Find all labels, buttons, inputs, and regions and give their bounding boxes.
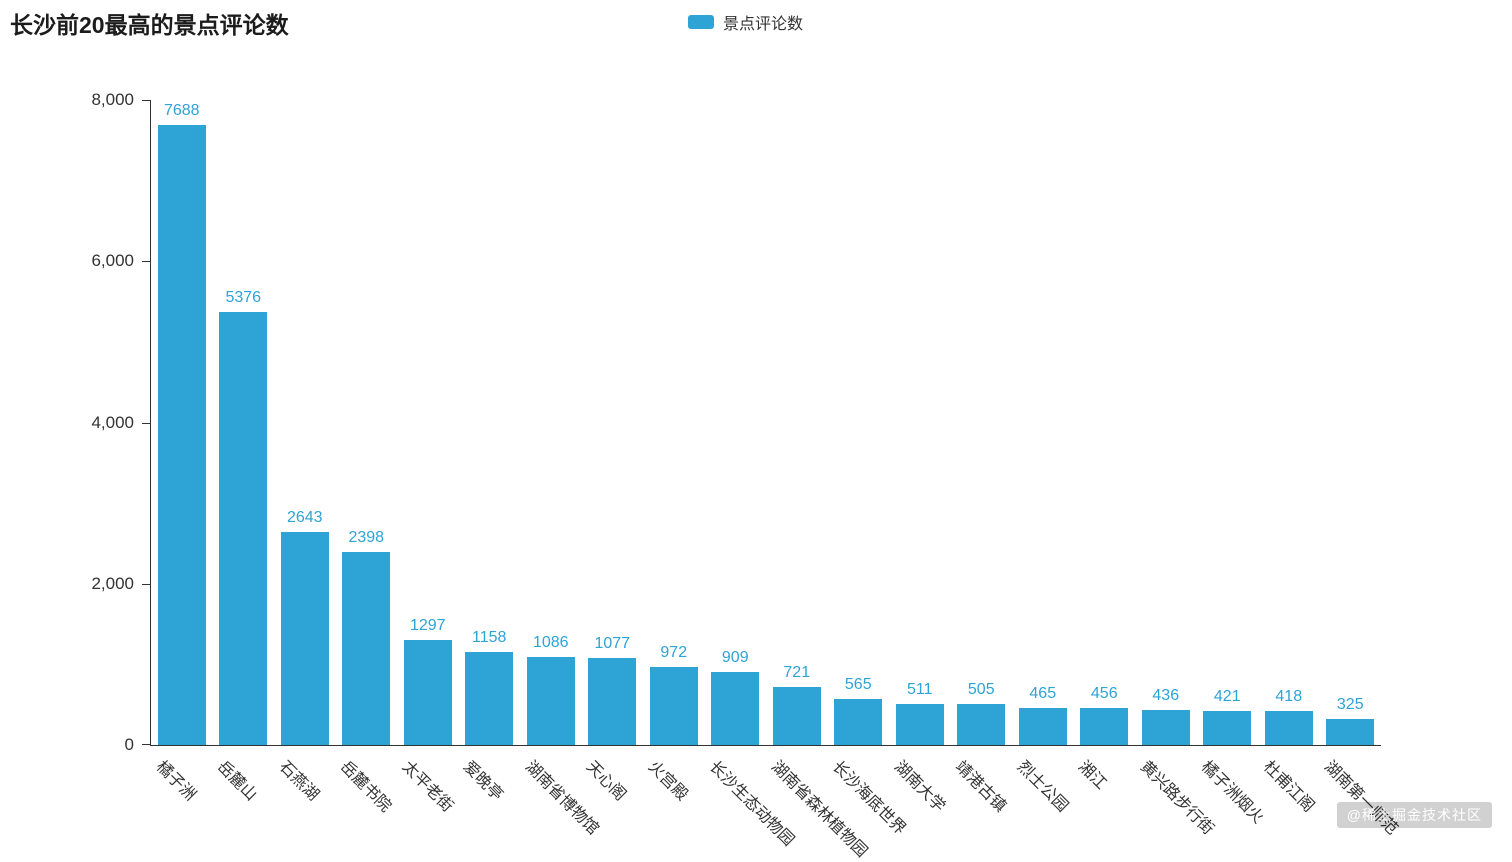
bar-slot: 721 (766, 100, 828, 745)
y-axis-tick (142, 422, 150, 424)
x-axis-label: 太平老街 (398, 758, 456, 816)
bar-slot: 465 (1012, 100, 1074, 745)
bar-slot: 511 (889, 100, 951, 745)
bar-value-label: 436 (1152, 686, 1180, 704)
bar-value-label: 7688 (163, 102, 200, 120)
x-axis-label: 火宫殿 (644, 758, 691, 805)
bar-value-label: 909 (721, 648, 749, 666)
bar[interactable] (957, 704, 1006, 745)
legend-label: 景点评论数 (723, 16, 804, 33)
bar-slot: 1297 (397, 100, 459, 745)
x-axis-label: 爱晚亭 (459, 758, 506, 805)
bar-slot: 2398 (336, 100, 398, 745)
x-axis-label: 岳麓山 (213, 758, 260, 805)
bar[interactable] (342, 551, 391, 745)
bar-slot: 505 (951, 100, 1013, 745)
bar-value-label: 511 (906, 680, 933, 698)
bar-value-label: 1086 (532, 634, 569, 652)
x-axis-label: 湖南大学 (890, 758, 948, 816)
bar[interactable] (895, 703, 944, 745)
x-axis-label: 橘子洲 (152, 758, 199, 805)
bar-slot: 909 (705, 100, 767, 745)
bar[interactable] (465, 651, 514, 745)
x-axis-label: 湘江 (1074, 758, 1110, 793)
x-axis-label: 杜甫江阁 (1259, 758, 1317, 816)
bar[interactable] (280, 531, 329, 745)
x-axis-labels: 橘子洲 岳麓山 石燕湖 岳麓书院 太平老街 爱晚亭 湖南省博物馆 天心阁 火宫殿 长沙生态动物园湖… (150, 746, 1400, 861)
y-axis-tick-label: 0 (124, 735, 134, 754)
y-axis: 0 2,000 4,000 6,000 8,000 (0, 90, 150, 754)
y-axis-tick-label: 2,000 (91, 573, 134, 593)
bar-slot: 436 (1135, 100, 1197, 745)
bar-value-label: 1158 (472, 628, 507, 646)
bar[interactable] (526, 657, 575, 745)
bar[interactable] (1326, 718, 1375, 745)
y-axis-tick-label: 8,000 (91, 90, 134, 109)
bar[interactable] (403, 640, 452, 745)
plot-area: 7688 5376 2643 2398 1297 1158 1086 1077 972 909 72… (150, 100, 1381, 746)
bar-value-label: 418 (1275, 688, 1303, 706)
bar-slot: 1158 (459, 100, 521, 745)
y-axis-tick (142, 583, 150, 585)
bar[interactable] (1018, 707, 1067, 745)
bar-slot: 325 (1320, 100, 1382, 745)
y-axis-tick-label: 4,000 (91, 412, 134, 432)
bar[interactable] (1203, 711, 1252, 745)
bar-value-label: 2643 (286, 508, 323, 526)
bar[interactable] (1141, 709, 1190, 745)
bar-slot: 421 (1197, 100, 1259, 745)
bar-slot: 972 (643, 100, 705, 745)
bar[interactable] (588, 658, 637, 745)
y-axis-tick (142, 100, 150, 101)
x-axis-label: 靖港古镇 (951, 758, 1010, 816)
bar-value-label: 1297 (409, 617, 446, 635)
x-axis-label: 石燕湖 (275, 758, 322, 805)
bar-value-label: 421 (1213, 688, 1241, 706)
bar[interactable] (1264, 711, 1313, 745)
bar-slot: 2643 (274, 100, 336, 745)
legend-swatch-icon (688, 15, 714, 29)
y-axis-tick (142, 261, 150, 263)
bar[interactable] (834, 699, 883, 745)
bar-slot: 1086 (520, 100, 582, 745)
x-axis-label: 岳麓书院 (336, 758, 395, 816)
bar[interactable] (772, 686, 821, 745)
bar-value-label: 505 (967, 681, 995, 699)
bar[interactable] (711, 671, 760, 745)
chart-title: 长沙前20最高的景点评论数 (10, 12, 289, 38)
bar-slot: 456 (1074, 100, 1136, 745)
legend-item[interactable]: 景点评论数 (688, 10, 803, 34)
bar[interactable] (649, 666, 698, 745)
bar-value-label: 325 (1336, 695, 1364, 713)
bar-slot: 565 (828, 100, 890, 745)
x-axis-label: 天心阁 (582, 758, 629, 805)
bar-value-label: 1077 (594, 635, 631, 653)
bar-slot: 1077 (582, 100, 644, 745)
y-axis-tick-label: 6,000 (91, 251, 134, 271)
watermark: @稀土掘金技术社区 (1336, 802, 1492, 828)
bar-slot: 5376 (213, 100, 275, 745)
bar-value-label: 5376 (225, 288, 262, 306)
bar-slot: 418 (1258, 100, 1320, 745)
bar-slot: 7688 (151, 100, 213, 745)
bar-value-label: 2398 (348, 528, 385, 546)
bar-value-label: 456 (1090, 685, 1118, 703)
bar-value-label: 972 (660, 643, 688, 661)
y-axis-tick (142, 744, 150, 745)
bar-value-label: 465 (1029, 684, 1057, 702)
bar[interactable] (157, 125, 206, 745)
bar-value-label: 565 (844, 676, 872, 694)
bar[interactable] (219, 311, 268, 745)
x-axis-label: 烈士公园 (1013, 758, 1071, 816)
bar-value-label: 721 (783, 663, 811, 681)
bar-chart: 0 2,000 4,000 6,000 8,000 7688 5376 2643 2398 12… (0, 90, 1512, 861)
bar[interactable] (1080, 708, 1129, 745)
